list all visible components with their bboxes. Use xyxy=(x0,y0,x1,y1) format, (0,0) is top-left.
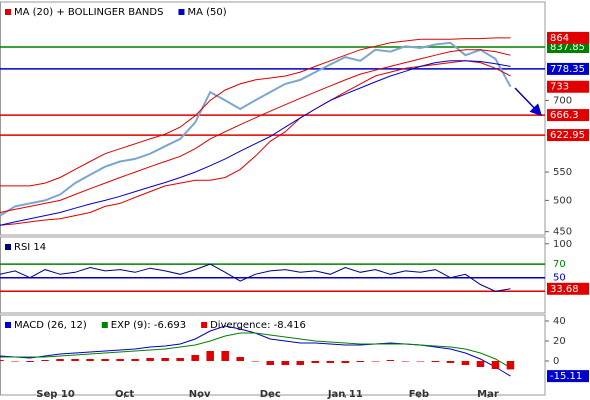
panel-title: RSI 14 xyxy=(14,242,46,253)
bar xyxy=(41,360,49,361)
bar xyxy=(101,359,109,361)
bar xyxy=(71,359,79,361)
bar xyxy=(146,358,154,361)
bar xyxy=(191,355,199,361)
legend-label: MA (20) + BOLLINGER BANDS xyxy=(14,7,163,18)
x-tick-label: Nov xyxy=(189,389,211,400)
x-tick-label: Oct xyxy=(115,389,134,400)
end-label-box xyxy=(547,31,589,44)
panel-frame xyxy=(0,1,546,236)
end-label-box xyxy=(547,370,589,383)
y-tick-label: 20 xyxy=(553,336,566,347)
legend-swatch xyxy=(201,322,208,328)
bar xyxy=(416,361,425,362)
bar xyxy=(116,359,124,361)
level-label: 70 xyxy=(553,259,566,270)
legend-label: MACD (26, 12) xyxy=(14,320,87,331)
y-tick-label: 450 xyxy=(553,227,572,238)
bar xyxy=(401,361,410,362)
y-tick-label: 100 xyxy=(553,239,572,250)
legend-swatch xyxy=(101,322,108,328)
legend-swatch xyxy=(178,9,185,15)
legend-label: MA (50) xyxy=(187,7,226,18)
legend-swatch xyxy=(5,244,11,250)
series-line xyxy=(0,49,511,213)
series-line xyxy=(0,60,511,226)
bar xyxy=(431,361,440,362)
bar xyxy=(236,357,244,361)
bar xyxy=(0,360,4,361)
bar xyxy=(476,361,485,367)
bar xyxy=(326,361,335,363)
trend-arrow xyxy=(514,87,543,117)
bar xyxy=(26,361,34,362)
bar xyxy=(131,359,139,361)
level-label: 666.3 xyxy=(550,110,579,121)
level-label: 622.95 xyxy=(550,130,585,141)
legend-swatch xyxy=(5,322,11,328)
end-label: 864 xyxy=(550,33,569,44)
bar xyxy=(341,361,350,363)
series-line xyxy=(0,41,512,217)
bar xyxy=(446,361,455,363)
x-tick-label: Mar xyxy=(477,389,499,400)
bar xyxy=(56,359,64,361)
bar xyxy=(296,361,305,365)
panel-frame xyxy=(0,236,546,314)
bar xyxy=(506,361,515,370)
x-tick-label: Jan 11 xyxy=(327,389,363,400)
bar xyxy=(491,361,500,369)
end-label-box xyxy=(547,80,589,93)
level-label: 50 xyxy=(553,273,566,284)
y-tick-label: 0 xyxy=(553,356,559,367)
series-line xyxy=(0,37,511,187)
level-label-box xyxy=(547,129,589,142)
bar xyxy=(266,361,275,365)
level-label: 837.85 xyxy=(550,42,585,53)
y-tick-label: 40 xyxy=(553,316,566,327)
level-label-box xyxy=(547,62,589,75)
bar xyxy=(281,361,290,365)
bar xyxy=(161,358,169,361)
y-tick-label: 500 xyxy=(553,195,572,206)
x-tick-label: Feb xyxy=(409,389,429,400)
level-label: 778.35 xyxy=(550,64,585,75)
bar xyxy=(251,361,259,362)
end-label-box xyxy=(547,282,589,295)
x-tick-label: Sep 10 xyxy=(36,389,75,400)
bar xyxy=(206,351,214,361)
legend-label: EXP (9): -6.693 xyxy=(111,320,186,331)
x-tick-label: Dec xyxy=(260,389,281,400)
panel-frame xyxy=(0,314,546,396)
series-line xyxy=(0,332,511,369)
bar xyxy=(176,358,184,361)
bar xyxy=(86,359,94,361)
y-tick-label: 550 xyxy=(553,167,572,178)
bar xyxy=(311,361,320,363)
level-label-box xyxy=(547,109,589,122)
y-tick-label: 700 xyxy=(553,95,572,106)
series-line xyxy=(0,263,511,292)
bar xyxy=(221,351,229,361)
end-label: 33.68 xyxy=(550,284,579,295)
bar xyxy=(386,360,395,361)
bar xyxy=(11,361,19,362)
bar xyxy=(461,361,470,365)
bar xyxy=(371,361,380,362)
end-label: 733 xyxy=(550,82,569,93)
end-label: -15.11 xyxy=(550,371,582,382)
legend-label: Divergence: -8.416 xyxy=(210,320,306,331)
bar xyxy=(356,361,365,362)
level-label-box xyxy=(547,41,589,54)
series-line xyxy=(0,60,511,226)
legend-swatch xyxy=(5,9,11,15)
